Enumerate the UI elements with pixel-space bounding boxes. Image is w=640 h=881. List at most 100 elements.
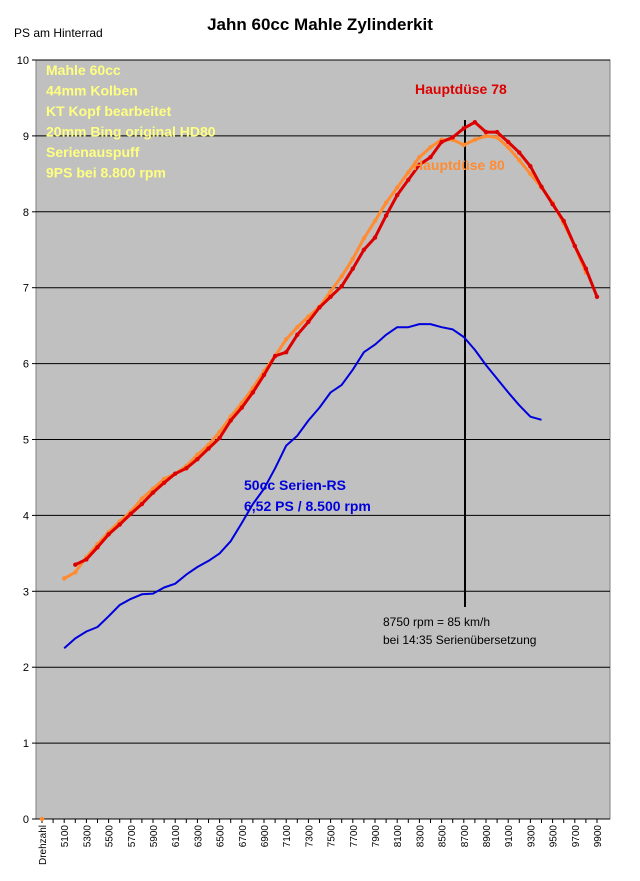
y-tick-label: 8 xyxy=(23,207,29,219)
x-tick-label: 9900 xyxy=(593,825,604,848)
x-tick-label: 9100 xyxy=(504,825,515,848)
data-point xyxy=(528,171,533,177)
data-point xyxy=(328,294,333,300)
x-tick-label: 7300 xyxy=(304,825,315,848)
x-tick-label: 5900 xyxy=(149,825,160,848)
data-point xyxy=(250,390,256,395)
x-tick-label: 5500 xyxy=(105,825,116,848)
x-tick-label: 9500 xyxy=(549,825,560,848)
x-tick-label: 5300 xyxy=(82,825,93,848)
x-tick-label: 8700 xyxy=(460,825,471,848)
y-tick-label: 0 xyxy=(23,814,29,826)
data-point xyxy=(161,480,167,485)
data-point xyxy=(261,372,267,378)
x-tick-label: 8500 xyxy=(438,825,449,848)
data-point xyxy=(317,305,322,310)
data-point xyxy=(550,202,555,207)
data-point xyxy=(128,511,133,517)
series-line xyxy=(74,120,599,567)
data-point xyxy=(428,154,433,160)
data-point xyxy=(428,145,433,150)
data-point xyxy=(195,452,200,457)
data-point xyxy=(361,236,367,241)
data-point xyxy=(572,243,577,249)
info-text: Serienauspuff xyxy=(46,144,140,160)
data-point xyxy=(383,213,389,218)
x-tick-label: 9300 xyxy=(526,825,537,848)
y-tick-label: 7 xyxy=(23,283,29,295)
data-point xyxy=(417,162,422,167)
annotation: bei 14:35 Serienübersetzung xyxy=(383,633,536,647)
data-point xyxy=(372,235,378,240)
x-tick-label: 7100 xyxy=(282,825,293,848)
data-point xyxy=(372,218,378,224)
data-point xyxy=(506,145,511,150)
data-point xyxy=(561,218,566,224)
data-point xyxy=(583,266,589,271)
annotation: 8750 rpm = 85 km/h xyxy=(383,615,490,629)
data-point xyxy=(494,135,500,140)
x-tick-label: 9700 xyxy=(571,825,582,848)
data-point xyxy=(284,337,289,342)
x-tick-label: 6500 xyxy=(216,825,227,848)
series-note: 6,52 PS / 8.500 rpm xyxy=(244,498,371,514)
series-label: Hauptdüse 78 xyxy=(415,81,507,97)
data-point xyxy=(383,200,389,205)
info-text: 9PS bei 8.800 rpm xyxy=(46,165,166,181)
data-point xyxy=(506,139,511,145)
data-point xyxy=(206,446,211,451)
data-point xyxy=(117,522,122,527)
info-text: Mahle 60cc xyxy=(46,62,121,78)
data-point xyxy=(139,501,145,507)
x-tick-label: 6300 xyxy=(193,825,204,848)
data-point xyxy=(150,490,156,495)
data-point xyxy=(217,429,222,435)
data-point xyxy=(339,274,344,279)
y-tick-label: 10 xyxy=(17,55,29,67)
data-point xyxy=(295,332,300,337)
chart-title: Jahn 60cc Mahle Zylinderkit xyxy=(207,15,433,34)
y-tick-label: 6 xyxy=(23,359,29,371)
data-point xyxy=(539,184,544,189)
series-label: Hauptdüse 80 xyxy=(413,157,505,173)
series-line xyxy=(63,134,588,580)
series-line xyxy=(63,323,542,649)
data-point xyxy=(228,418,233,423)
series-label: 50cc Serien-RS xyxy=(244,477,346,493)
data-point xyxy=(195,457,200,462)
data-point xyxy=(494,129,500,135)
data-point xyxy=(406,170,411,175)
x-tick-label: 7900 xyxy=(371,825,382,848)
x-tick-label: 8100 xyxy=(393,825,404,848)
data-point xyxy=(328,289,333,294)
x-tick-label: 7700 xyxy=(349,825,360,848)
data-point xyxy=(139,496,145,501)
x-tick-label: 6900 xyxy=(260,825,271,848)
x-tick-label: Drehzahl xyxy=(38,825,49,865)
data-point xyxy=(417,154,422,160)
data-point xyxy=(517,157,522,163)
y-tick-label: 2 xyxy=(23,662,29,674)
data-point xyxy=(517,150,522,155)
data-point xyxy=(306,314,311,319)
data-point xyxy=(472,120,478,125)
x-tick-label: 8900 xyxy=(482,825,493,848)
data-point xyxy=(73,562,78,567)
y-axis-label: PS am Hinterrad xyxy=(14,26,103,40)
data-point xyxy=(461,126,466,131)
data-point xyxy=(106,532,111,537)
data-point xyxy=(450,135,455,140)
data-point xyxy=(217,435,222,441)
data-point xyxy=(306,319,311,325)
data-point xyxy=(61,576,67,581)
x-tick-label: 7500 xyxy=(327,825,338,848)
y-tick-label: 3 xyxy=(23,586,29,598)
data-point xyxy=(339,283,344,289)
x-tick-label: 6100 xyxy=(171,825,182,848)
data-point xyxy=(483,129,489,135)
data-point xyxy=(528,164,533,169)
data-point xyxy=(483,133,489,139)
data-point xyxy=(73,570,78,575)
data-point xyxy=(173,471,178,476)
